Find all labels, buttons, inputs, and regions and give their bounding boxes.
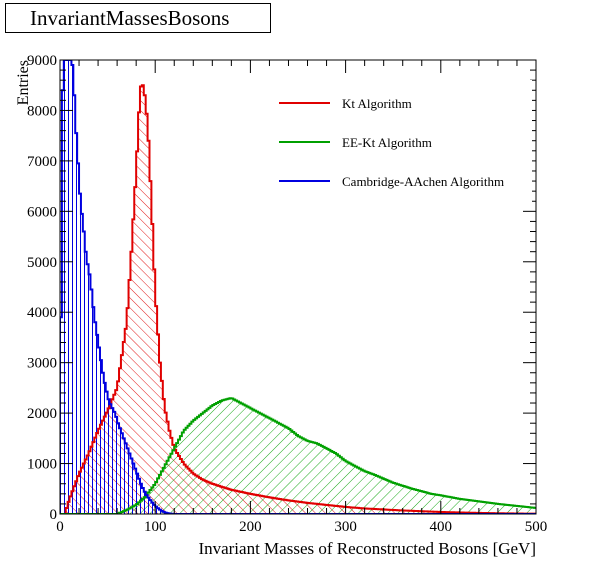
y-tick-label: 7000 xyxy=(27,154,57,170)
legend-label-2: Cambridge-AAchen Algorithm xyxy=(342,174,504,189)
y-tick-label: 9000 xyxy=(27,53,57,69)
y-tick-label: 2000 xyxy=(27,406,57,422)
x-tick-label: 400 xyxy=(430,519,453,535)
series-line-1 xyxy=(60,397,536,514)
legend-label-1: EE-Kt Algorithm xyxy=(342,135,432,150)
y-axis-label: Entries xyxy=(15,60,32,105)
y-tick-label: 0 xyxy=(50,507,58,523)
series-fill-2 xyxy=(60,60,536,514)
y-tick-label: 6000 xyxy=(27,204,57,220)
series-line-2 xyxy=(60,60,536,514)
axes-group: 0 100 200 300 400 500010002000300040005000600… xyxy=(27,53,547,535)
x-tick-label: 500 xyxy=(525,519,548,535)
legend-label-0: Kt Algorithm xyxy=(342,96,412,111)
y-tick-label: 5000 xyxy=(27,255,57,271)
x-tick-label: 100 xyxy=(144,519,167,535)
x-tick-label: 0 xyxy=(56,519,64,535)
histogram-title-box: InvariantMassesBosons xyxy=(5,3,271,33)
x-tick-label: 300 xyxy=(334,519,357,535)
x-axis-label: Invariant Masses of Reconstructed Bosons… xyxy=(198,539,536,558)
series-line-group xyxy=(60,60,536,514)
y-tick-label: 3000 xyxy=(27,356,57,372)
chart-title: InvariantMassesBosons xyxy=(30,6,230,30)
plot-frame xyxy=(59,59,537,515)
y-tick-label: 8000 xyxy=(27,103,57,119)
series-line-0 xyxy=(60,84,536,514)
legend: Kt Algorithm EE-Kt Algorithm Cambridge-AAc… xyxy=(270,80,532,208)
legend-background xyxy=(270,80,532,208)
x-tick-label: 200 xyxy=(239,519,262,535)
y-tick-label: 1000 xyxy=(27,457,57,473)
series-fill-1 xyxy=(60,398,536,514)
y-tick-label: 4000 xyxy=(27,305,57,321)
